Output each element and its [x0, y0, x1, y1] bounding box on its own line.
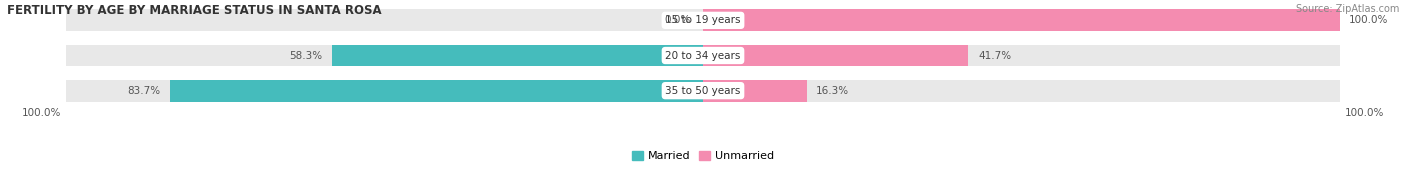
Bar	[703, 45, 969, 66]
Text: 58.3%: 58.3%	[290, 51, 322, 61]
Text: 0.0%: 0.0%	[664, 15, 690, 25]
Bar	[66, 45, 1340, 66]
Text: 100.0%: 100.0%	[22, 108, 62, 118]
Bar	[703, 80, 807, 102]
Bar	[66, 80, 1340, 102]
Legend: Married, Unmarried: Married, Unmarried	[627, 147, 779, 166]
Text: 41.7%: 41.7%	[979, 51, 1011, 61]
Text: 16.3%: 16.3%	[817, 86, 849, 96]
Text: 100.0%: 100.0%	[1344, 108, 1384, 118]
Bar	[66, 9, 1340, 31]
Text: 15 to 19 years: 15 to 19 years	[665, 15, 741, 25]
Text: FERTILITY BY AGE BY MARRIAGE STATUS IN SANTA ROSA: FERTILITY BY AGE BY MARRIAGE STATUS IN S…	[7, 4, 381, 17]
Text: 100.0%: 100.0%	[1350, 15, 1389, 25]
Bar	[332, 45, 703, 66]
Bar	[703, 9, 1340, 31]
Text: Source: ZipAtlas.com: Source: ZipAtlas.com	[1295, 4, 1399, 14]
Bar	[170, 80, 703, 102]
Text: 20 to 34 years: 20 to 34 years	[665, 51, 741, 61]
Text: 35 to 50 years: 35 to 50 years	[665, 86, 741, 96]
Text: 83.7%: 83.7%	[128, 86, 160, 96]
